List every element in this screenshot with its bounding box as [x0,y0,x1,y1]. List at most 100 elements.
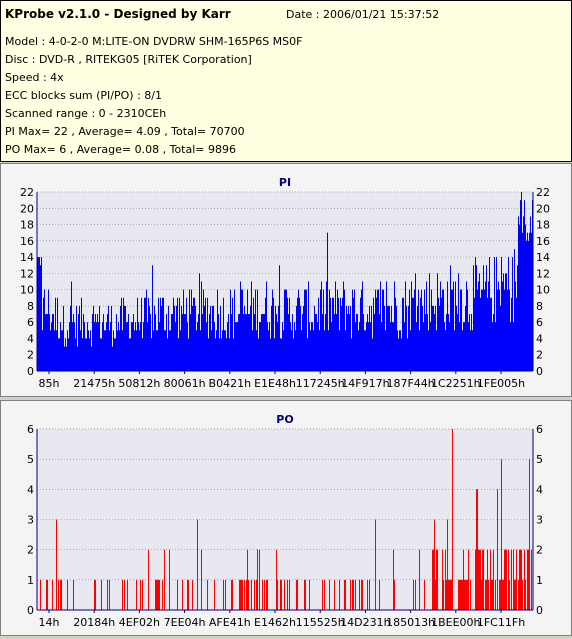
data-bar [381,322,382,371]
data-bar [63,305,64,371]
data-bar [455,281,456,371]
data-bar [478,549,479,610]
y-tick-label-left: 14 [20,251,34,264]
data-bar [175,322,176,371]
data-bar [156,330,157,371]
data-bar [503,579,504,610]
data-bar [333,297,334,371]
data-bar [330,297,331,371]
data-bar [433,305,434,371]
data-bar [436,330,437,371]
data-bar [97,314,98,371]
data-bar [459,322,460,371]
y-tick-label-right: 20 [536,202,550,215]
data-bar [202,314,203,371]
data-bar [447,281,448,371]
data-bar [425,314,426,371]
data-bar [235,322,236,371]
data-bar [213,305,214,371]
data-bar [69,322,70,371]
data-bar [413,579,414,610]
x-tick-label: 80061h [164,377,206,390]
data-bar [215,338,216,371]
x-tick-label: B0421h [209,377,252,390]
data-bar [234,289,235,371]
data-bar [504,289,505,371]
data-bar [468,549,469,610]
data-bar [448,314,449,371]
data-bar [388,305,389,371]
data-bar [46,579,47,610]
data-bar [297,579,298,610]
data-bar [60,579,61,610]
data-bar [489,257,490,371]
data-bar [201,281,202,371]
data-bar [192,305,193,371]
data-bar [72,322,73,371]
data-bar [140,322,141,371]
data-bar [509,579,510,610]
app-title: KProbe v2.1.0 - Designed by Karr [5,7,231,21]
data-bar [505,549,506,610]
data-bar [301,330,302,371]
data-bar [407,338,408,371]
data-bar [419,330,420,371]
data-bar [328,330,329,371]
data-bar [416,322,417,371]
data-bar [271,305,272,371]
data-bar [238,314,239,371]
data-bar [309,579,310,610]
data-bar [40,265,41,371]
y-tick-label-left: 4 [27,332,34,345]
data-bar [266,579,267,610]
data-bar [412,297,413,371]
data-bar [272,289,273,371]
data-bar [387,305,388,371]
scan-date: Date : 2006/01/21 15:37:52 [286,8,440,21]
data-bar [322,314,323,371]
data-bar [67,579,68,610]
data-bar [477,489,478,610]
data-bar [365,330,366,371]
data-bar [124,305,125,371]
x-tick-label: 1C2251h [431,377,481,390]
data-bar [414,289,415,371]
data-bar [483,265,484,371]
data-bar [481,289,482,371]
data-bar [531,549,532,610]
bar-series [37,192,533,371]
data-bar [201,549,202,610]
data-bar [268,330,269,371]
data-bar [486,579,487,610]
data-bar [137,297,138,371]
data-bar [315,314,316,371]
data-bar [481,579,482,610]
data-bar [279,265,280,371]
data-bar [471,314,472,371]
data-bar [361,289,362,371]
data-bar [251,281,252,371]
data-bar [350,579,351,610]
data-bar [345,330,346,371]
x-tick-label: 4EF02h [119,616,160,629]
data-bar [127,579,128,610]
data-bar [352,579,353,610]
data-bar [287,297,288,371]
data-bar [317,322,318,371]
data-bar [57,297,58,371]
drive-model: Model : 4-0-2-0 M:LITE-ON DVDRW SHM-165P… [5,35,303,48]
data-bar [284,289,285,371]
data-bar [465,305,466,371]
data-bar [469,314,470,371]
data-bar [203,289,204,371]
data-bar [114,338,115,371]
data-bar [520,200,521,371]
data-bar [169,549,170,610]
data-bar [488,579,489,610]
data-bar [194,297,195,371]
data-bar [52,579,53,610]
data-bar [99,305,100,371]
data-bar [449,579,450,610]
data-bar [241,289,242,371]
data-bar [236,322,237,371]
